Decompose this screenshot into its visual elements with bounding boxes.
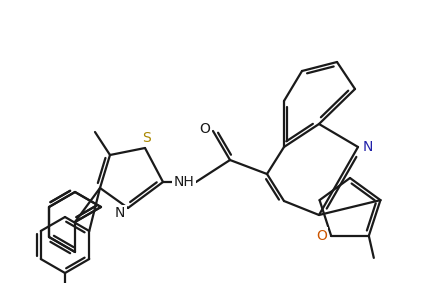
- Text: O: O: [316, 229, 327, 243]
- Text: O: O: [200, 122, 210, 136]
- Text: S: S: [143, 131, 151, 145]
- Text: NH: NH: [174, 175, 194, 189]
- Text: N: N: [115, 206, 125, 220]
- Text: N: N: [363, 140, 373, 154]
